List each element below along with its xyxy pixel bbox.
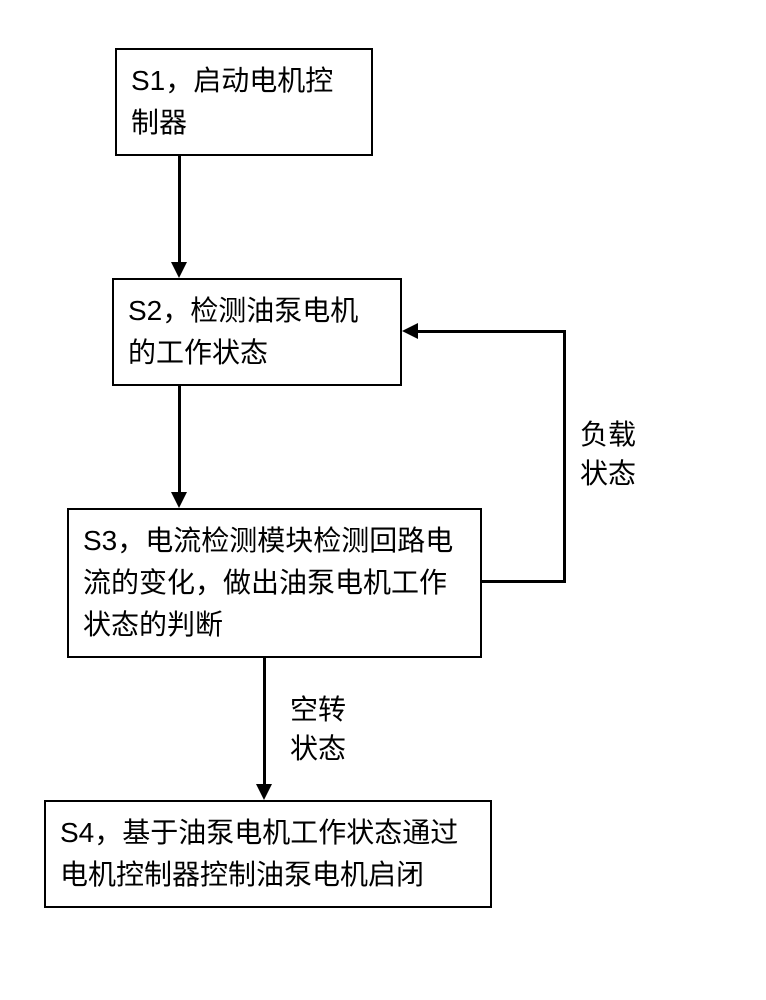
node-s4-label: S4，基于油泵电机工作状态通过电机控制器控制油泵电机启闭 xyxy=(60,817,458,890)
arrow-s3-s4-line xyxy=(263,658,266,784)
arrow-s3-s2-head xyxy=(402,323,418,339)
edge-label-idle-line2: 状态 xyxy=(290,729,346,768)
arrow-s2-s3-head xyxy=(171,492,187,508)
node-s3-label: S3，电流检测模块检测回路电流的变化，做出油泵电机工作状态的判断 xyxy=(83,525,453,640)
arrow-s3-s2-h2 xyxy=(418,330,566,333)
edge-label-idle-line1: 空转 xyxy=(290,690,346,729)
arrow-s3-s2-h1 xyxy=(482,580,566,583)
arrow-s2-s3-line xyxy=(178,386,181,492)
edge-label-load: 负载 状态 xyxy=(580,415,636,493)
node-s4: S4，基于油泵电机工作状态通过电机控制器控制油泵电机启闭 xyxy=(44,800,492,908)
edge-label-load-line1: 负载 xyxy=(580,415,636,454)
node-s3: S3，电流检测模块检测回路电流的变化，做出油泵电机工作状态的判断 xyxy=(67,508,482,658)
edge-label-idle: 空转 状态 xyxy=(290,690,346,768)
node-s2-label: S2，检测油泵电机的工作状态 xyxy=(128,295,358,368)
node-s1-label: S1，启动电机控制器 xyxy=(131,65,333,138)
node-s2: S2，检测油泵电机的工作状态 xyxy=(112,278,402,386)
arrow-s1-s2-head xyxy=(171,262,187,278)
edge-label-load-line2: 状态 xyxy=(580,454,636,493)
arrow-s3-s4-head xyxy=(256,784,272,800)
arrow-s1-s2-line xyxy=(178,156,181,262)
node-s1: S1，启动电机控制器 xyxy=(115,48,373,156)
arrow-s3-s2-v xyxy=(563,330,566,583)
